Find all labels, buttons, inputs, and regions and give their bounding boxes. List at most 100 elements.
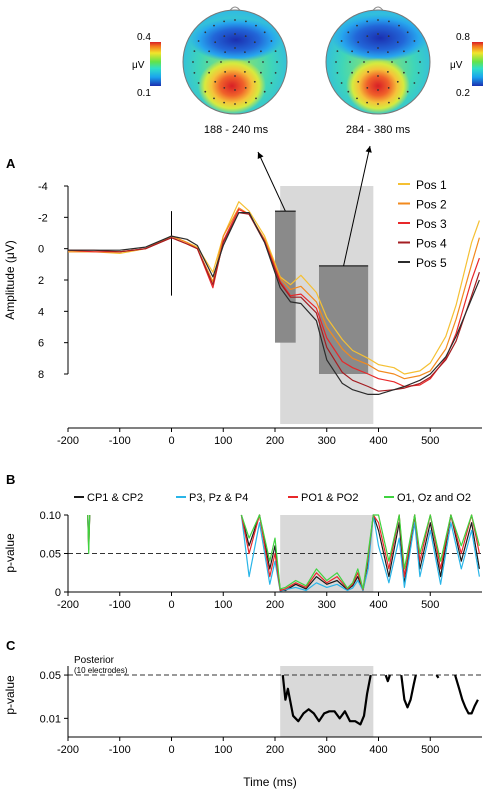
x-axis-label: Time (ms)	[243, 775, 297, 789]
electrode-dot	[405, 61, 407, 63]
electrode-dot	[224, 51, 227, 53]
panel-a-y-tick-label: 0	[38, 244, 44, 256]
panel-b-legend-label: O1, Oz and O2	[397, 492, 471, 504]
electrode-dot	[396, 41, 399, 44]
topomap-right-window: 284 - 380 ms	[346, 124, 411, 136]
electrode-dot	[255, 97, 257, 100]
electrode-dot	[387, 51, 389, 53]
electrode-dot	[406, 31, 409, 34]
panel-b-x-tick-label: 300	[318, 599, 336, 611]
panel-c-series-line	[435, 674, 440, 679]
electrode-dot	[223, 101, 226, 104]
colorbar-right-unit: μV	[450, 60, 463, 71]
electrode-dot	[398, 24, 400, 27]
panel-c-x-tick-label: 100	[214, 744, 232, 756]
electrode-dot	[377, 19, 379, 21]
panel-b-legend-label: CP1 & CP2	[87, 492, 143, 504]
panel-b-series-line	[240, 514, 480, 590]
panel-a-ylabel: Amplitude (μV)	[3, 240, 17, 320]
head-outline-left	[182, 9, 288, 115]
panel-b-legend-label: P3, Pz & P4	[189, 492, 248, 504]
electrode-dot	[223, 35, 226, 37]
electrode-dot	[387, 87, 390, 89]
electrode-dot	[255, 24, 257, 27]
electrode-dot	[398, 97, 400, 100]
panel-c-x-tick-label: -100	[109, 744, 131, 756]
electrode-dot	[244, 51, 246, 53]
electrode-dot	[274, 50, 277, 52]
panel-b-legend: CP1 & CP2 P3, Pz & P4 PO1 & PO2 O1, Oz and …	[74, 492, 471, 504]
electrode-dot	[270, 40, 273, 42]
panel-a-legend-label: Pos 1	[416, 178, 447, 192]
electrode-dot	[349, 61, 351, 63]
panel-b-legend-label: PO1 & PO2	[301, 492, 358, 504]
panel-b-x-tick-label: 0	[168, 599, 174, 611]
panel-c-shaded-window	[280, 666, 374, 737]
panel-c-series-line	[384, 674, 391, 683]
electrode-dot	[388, 20, 390, 23]
electrode-dot	[253, 80, 256, 83]
panel-a-series-line	[68, 212, 480, 392]
electrode-dot	[356, 97, 358, 100]
electrode-dots-right	[335, 19, 421, 105]
electrode-dot	[351, 50, 353, 53]
topomap-left: 188 - 240 ms	[182, 6, 288, 136]
colorbar-left: 0.4 μV 0.1	[132, 32, 161, 99]
panel-a-arrow	[343, 145, 371, 267]
panel-b-x-tick-label: 500	[421, 599, 439, 611]
electrode-dot	[417, 50, 420, 52]
electrode-dot	[367, 51, 369, 53]
topomap-left-window: 188 - 240 ms	[204, 124, 269, 136]
electrode-dot	[336, 72, 339, 74]
electrode-dot	[274, 72, 277, 74]
electrode-dot	[260, 71, 262, 74]
electrode-dot	[234, 89, 236, 91]
panel-a-mean-bar	[275, 211, 296, 343]
electrode-dot	[340, 82, 343, 84]
panel-a-arrow	[257, 151, 286, 212]
electrode-dot	[377, 89, 379, 91]
electrode-dot	[366, 20, 368, 23]
panel-a-legend-label: Pos 3	[416, 217, 447, 231]
electrode-dot	[245, 20, 247, 23]
panel-a-series-line	[68, 212, 480, 395]
panel-c-x-tick-label: 500	[421, 744, 439, 756]
panel-b-plot: 0.100.050-200 -100 0 100 200 300 400 500	[40, 510, 482, 611]
electrode-dot	[193, 72, 196, 74]
electrode-dot	[387, 35, 390, 37]
electrode-dot	[220, 61, 222, 63]
panel-a-mean-bar	[318, 265, 369, 374]
panel-a-y-tick-label: -4	[38, 181, 48, 193]
electrode-dot	[223, 20, 226, 23]
electrode-dot	[214, 41, 217, 44]
panel-letter-a: A	[6, 156, 16, 171]
panel-a-series-line	[68, 207, 480, 380]
electrode-dot	[340, 40, 343, 42]
electrode-dot	[396, 80, 399, 83]
colorbar-right-max: 0.8	[456, 32, 470, 43]
electrode-dot	[204, 31, 207, 34]
panel-a-legend: Pos 1 Pos 2 Pos 3 Pos 4 Pos 5	[398, 178, 447, 270]
electrode-dot	[377, 103, 379, 105]
panel-b-y-tick-label: 0.05	[40, 549, 61, 561]
electrode-dot	[197, 40, 200, 42]
panel-c-x-tick-label: 0	[168, 744, 174, 756]
panel-a-y-tick-label: 4	[38, 306, 44, 318]
panel-b-x-tick-label: 200	[266, 599, 284, 611]
electrode-dot	[363, 61, 365, 63]
electrode-dot	[223, 87, 226, 89]
electrode-dot	[335, 61, 337, 63]
electrode-dot	[367, 71, 369, 73]
electrode-dot	[192, 61, 194, 63]
panel-c-series-line	[281, 674, 372, 726]
panel-a-x-tick-label: -100	[109, 435, 131, 447]
panel-c-x-tick-label: 400	[369, 744, 387, 756]
electrode-dot	[388, 101, 390, 104]
electrode-dot	[366, 101, 368, 104]
electrode-dot	[406, 90, 409, 93]
panel-c-series-line	[400, 674, 417, 709]
panel-c-annotation-sub: (10 electrodes)	[74, 666, 128, 675]
electrode-dot	[351, 71, 353, 74]
panel-b-y-tick-label: 0	[55, 587, 61, 599]
electrode-dot	[234, 103, 236, 105]
